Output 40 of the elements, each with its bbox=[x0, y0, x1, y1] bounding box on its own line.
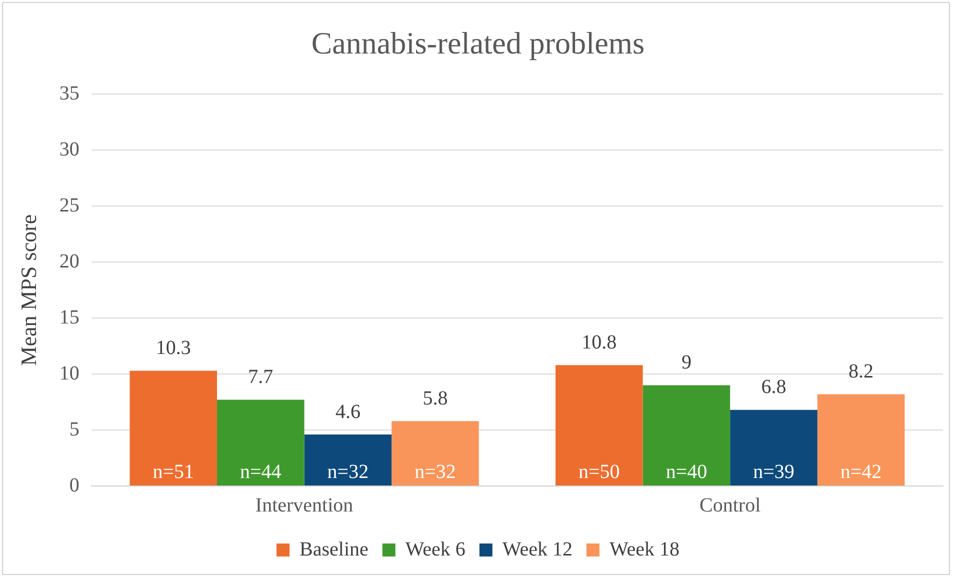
bar bbox=[556, 365, 643, 486]
y-tick-label: 20 bbox=[59, 250, 80, 272]
annotation: n=32 bbox=[414, 460, 456, 483]
annotation: n=40 bbox=[666, 460, 708, 483]
bar bbox=[217, 400, 304, 486]
annotation: n=51 bbox=[152, 460, 194, 483]
legend-label: Baseline bbox=[300, 538, 369, 560]
bar bbox=[730, 410, 818, 486]
y-tick-label: 25 bbox=[59, 194, 80, 216]
bar bbox=[392, 421, 479, 486]
annotation: n=50 bbox=[578, 460, 620, 483]
data-label: 10.3 bbox=[156, 336, 191, 359]
annotation: n=44 bbox=[240, 460, 282, 483]
y-tick-label: 10 bbox=[59, 362, 80, 384]
data-label: 7.7 bbox=[248, 366, 274, 388]
bar bbox=[130, 370, 218, 486]
y-tick-label: 0 bbox=[69, 474, 80, 496]
y-tick-label: 30 bbox=[59, 138, 80, 160]
data-label: 4.6 bbox=[335, 400, 360, 423]
y-tick-label: 5 bbox=[69, 418, 80, 440]
annotation: n=32 bbox=[327, 460, 369, 483]
y-axis-title: Mean MPS score bbox=[16, 214, 41, 366]
legend-label: Week 12 bbox=[502, 538, 572, 560]
chart-title: Cannabis-related problems bbox=[311, 26, 645, 61]
data-label: 8.2 bbox=[848, 360, 874, 382]
y-tick-label: 15 bbox=[59, 306, 80, 328]
annotation: n=39 bbox=[753, 460, 794, 483]
data-label: 10.8 bbox=[582, 331, 617, 354]
legend-label: Week 6 bbox=[405, 538, 466, 560]
data-label: 9 bbox=[681, 352, 692, 374]
data-label: 6.8 bbox=[761, 376, 786, 398]
y-tick-label: 35 bbox=[59, 82, 80, 104]
bar bbox=[817, 394, 905, 486]
bar bbox=[304, 434, 392, 486]
bar bbox=[642, 385, 730, 486]
x-tick-label: Control bbox=[700, 494, 762, 516]
annotation: n=42 bbox=[840, 460, 882, 483]
data-label: 5.8 bbox=[422, 387, 448, 410]
x-tick-label: Intervention bbox=[255, 494, 354, 516]
legend-label: Week 18 bbox=[609, 538, 680, 560]
